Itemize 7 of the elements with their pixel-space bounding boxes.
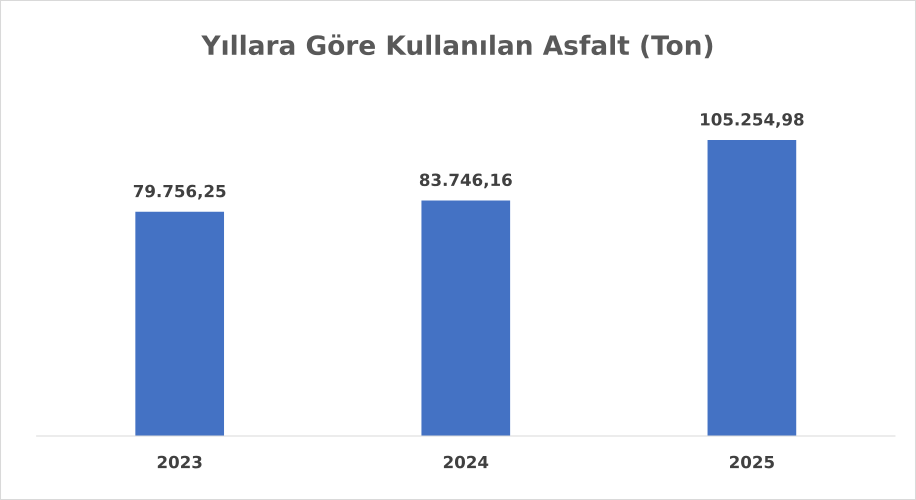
- x-tick-label: 2024: [444, 456, 488, 468]
- data-label: 105.254,98: [701, 113, 804, 128]
- data-label: 79.756,25: [134, 184, 226, 200]
- chart-title: Yıllara Göre Kullanılan Asfalt (Ton): [201, 34, 712, 58]
- x-tick-label: 2025: [730, 456, 774, 468]
- data-label: 83.746,16: [420, 174, 512, 188]
- x-tick-label: 2023: [158, 456, 202, 468]
